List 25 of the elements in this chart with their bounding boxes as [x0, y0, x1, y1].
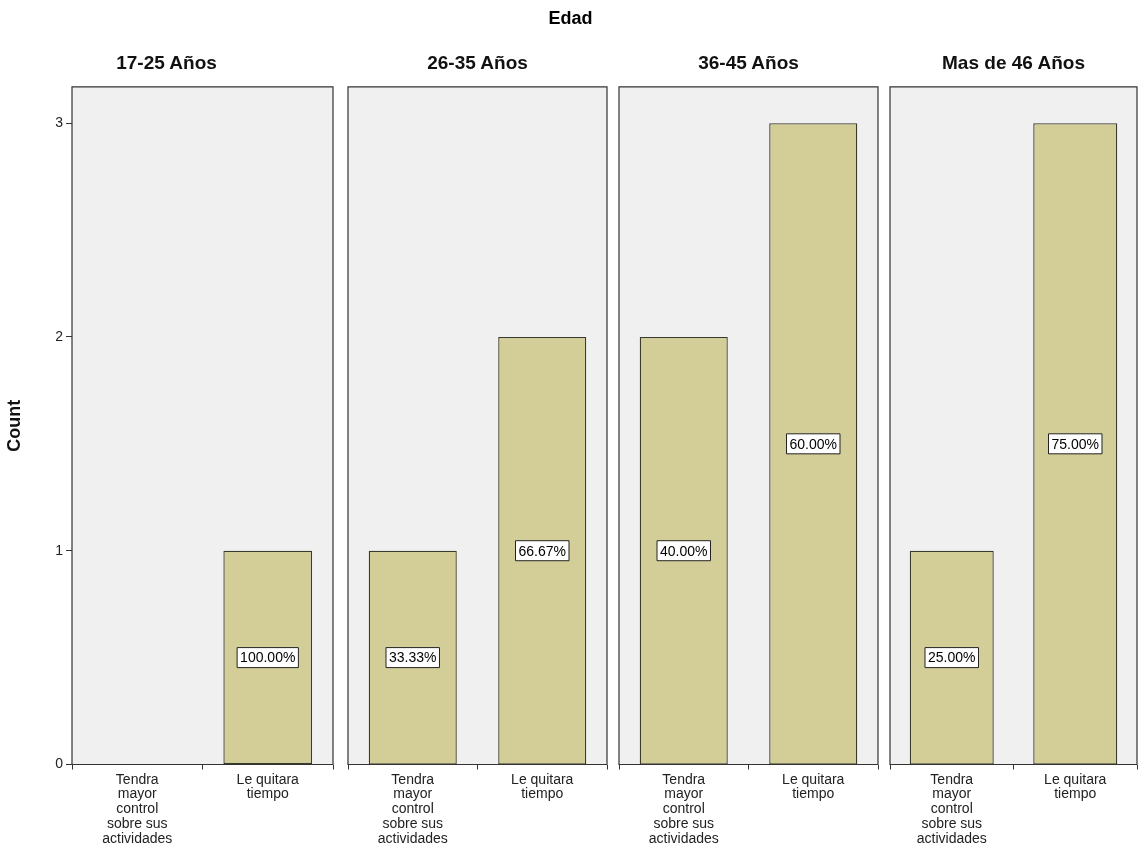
- annotation: 33.33%: [389, 649, 437, 666]
- chart-title: 26-35 Años: [427, 51, 528, 73]
- x-tick-label: Tendra mayor control sobre sus actividades: [916, 770, 987, 846]
- x-tick-label: Tendra mayor control sobre sus actividades: [648, 770, 719, 846]
- y-tick-label: 3: [55, 114, 64, 130]
- chart-title: 36-45 Años: [698, 51, 799, 73]
- x-tick-label: Tendra mayor control sobre sus actividades: [102, 770, 173, 846]
- chart-title: Mas de 46 Años: [942, 51, 1085, 73]
- y-axis-title: Count: [3, 399, 24, 452]
- x-tick-label: Le quitara tiempo: [782, 770, 845, 802]
- annotation: 75.00%: [1051, 435, 1099, 452]
- chart-title: 17-25 Años: [116, 51, 217, 73]
- text: Edad: [547, 8, 594, 29]
- y-tick-label: 0: [55, 755, 64, 772]
- x-tick-label: Le quitara tiempo: [236, 770, 300, 802]
- annotation: 25.00%: [928, 649, 976, 666]
- y-tick-label: 1: [55, 541, 64, 558]
- annotation: 60.00%: [789, 435, 837, 452]
- annotation: 40.00%: [660, 542, 708, 559]
- annotation: 100.00%: [240, 649, 296, 666]
- annotation: 66.67%: [518, 542, 566, 559]
- x-tick-label: Le quitara tiempo: [1044, 770, 1107, 802]
- y-tick-label: 2: [55, 327, 64, 344]
- x-tick-label: Le quitara tiempo: [511, 770, 574, 802]
- x-tick-label: Tendra mayor control sobre sus actividades: [377, 770, 448, 846]
